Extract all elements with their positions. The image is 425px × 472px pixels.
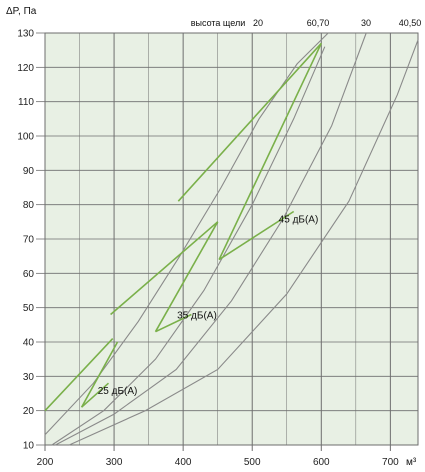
tick-labels: 10 20 30 40 50 60 70 80 90 100 110 120 130 200 300 400 5… [17,29,399,469]
noise-line-segment [80,341,119,408]
y-tick-label: 10 [23,441,35,452]
noise-level-label: 45 дБ(А) [279,214,319,225]
x-tick-label: 200 [37,457,54,468]
y-tick-label: 70 [23,235,35,246]
y-axis-label: ΔP, Па [6,6,37,17]
noise-line-segment [155,313,192,333]
noise-line-segment [81,382,110,408]
x-tick-label: 400 [175,457,192,468]
noise-lines [44,42,323,412]
annotations: 25 дБ(А) 35 дБ(А) 45 дБ(А) [98,214,319,397]
y-tick-label: 80 [23,200,35,211]
noise-line-segment [110,221,219,316]
slot-label: 30 [361,18,371,28]
x-tick-label: 700 [382,457,399,468]
slot-label: 60,70 [307,18,330,28]
y-tick-label: 20 [23,406,35,417]
y-tick-label: 30 [23,372,35,383]
grid [36,32,418,451]
y-tick-label: 130 [17,29,34,40]
slot-curve [68,39,419,446]
y-tick-label: 100 [17,132,34,143]
slot-curve [51,46,326,446]
x-tick-label: 300 [106,457,123,468]
noise-line-segment [218,210,295,261]
noise-level-label: 25 дБ(А) [98,386,138,397]
noise-line-segment [218,42,323,260]
slot-label: 40,50 [399,18,422,28]
y-tick-label: 90 [23,166,35,177]
noise-line-segment [154,221,219,333]
y-tick-label: 120 [17,63,34,74]
noise-line-segment [177,42,322,202]
x-tick-label: 600 [313,457,330,468]
y-tick-label: 110 [18,97,34,108]
slot-height-labels: 20 60,70 30 40,50 [253,18,421,28]
slot-curve [55,32,367,446]
slot-label: 20 [253,18,263,28]
noise-line-segment [44,338,114,412]
noise-level-label: 35 дБ(А) [177,311,217,322]
y-tick-label: 40 [23,338,35,349]
y-tick-label: 60 [23,269,35,280]
x-tick-label: 500 [244,457,261,468]
x-axis-unit: м³ [406,457,417,468]
y-tick-label: 50 [23,303,35,314]
slot-header: высота щели [191,18,245,28]
